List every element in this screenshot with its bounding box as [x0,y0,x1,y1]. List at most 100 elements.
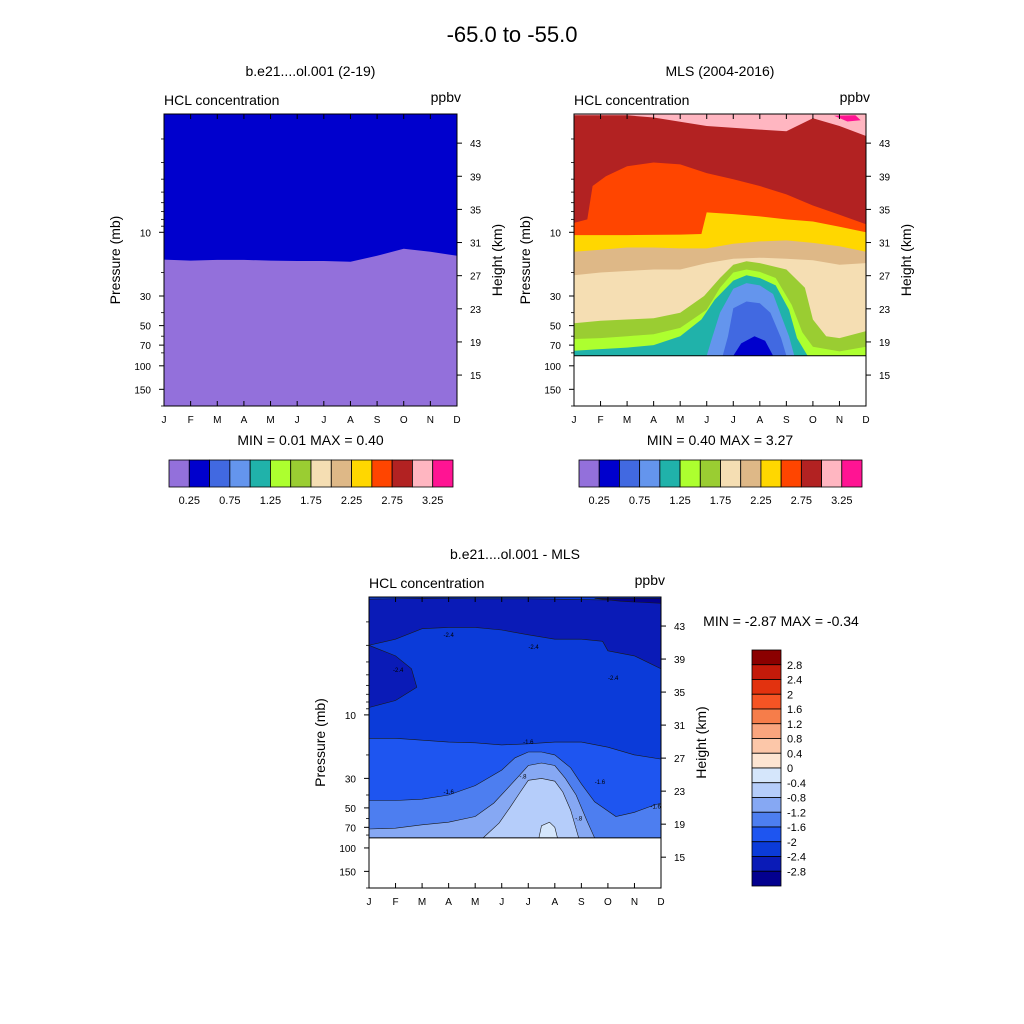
colorbar-label: 1.75 [300,495,321,507]
y2-tick-label: 39 [879,172,891,183]
y2-axis-title: Height (km) [898,224,914,296]
contour-label: -.8 [519,774,527,780]
colorbar-box [751,708,782,725]
y2-tick-label: 19 [470,338,482,349]
colorbar-label: 2.8 [787,660,802,672]
x-tick-label: D [657,897,664,908]
colorbar-box [412,459,434,488]
colorbar-box [330,459,352,488]
colorbar-label: -2.8 [787,866,806,878]
y2-tick-label: 31 [879,239,891,250]
colorbar-label: -2.4 [787,852,806,864]
colorbar-box [619,459,641,488]
x-tick-label: J [731,415,736,426]
colorbar-box [310,459,332,488]
panel-title: MLS (2004-2016) [666,63,775,79]
contour-label: -2.4 [443,633,454,639]
colorbar-label: 0.75 [629,495,650,507]
max-value: -0.34 [823,613,859,629]
max-value: 3.27 [762,432,793,448]
colorbar-box [679,459,701,488]
colorbar-box [751,797,782,813]
colorbar-label: -1.6 [787,822,806,834]
units-label: ppbv [840,89,870,105]
figure-title: -65.0 to -55.0 [447,22,578,47]
colorbar-box [751,738,782,754]
colorbar-label: 3.25 [831,495,852,507]
x-tick-label: S [578,897,585,908]
colorbar-label: 0.8 [787,734,802,746]
x-tick-label: J [367,897,372,908]
y2-tick-label: 23 [470,305,482,316]
y-tick-label: 70 [345,823,357,834]
x-tick-label: O [604,897,612,908]
y-tick-label: 100 [134,362,151,373]
y-tick-label: 150 [339,867,356,878]
colorbar-box [751,826,782,843]
y2-tick-label: 43 [470,139,482,150]
colorbar-label: 0.4 [787,748,802,760]
y2-tick-label: 35 [674,688,686,699]
min-max-stats: MIN = 0.01 MAX = 0.40 [237,432,384,448]
colorbar-label: 2.25 [341,495,362,507]
x-tick-label: J [499,897,504,908]
x-tick-label: S [783,415,790,426]
y2-tick-label: 19 [674,820,686,831]
colorbar-label: 0.75 [219,495,240,507]
colorbar-box [290,459,312,488]
y2-tick-label: 19 [879,338,891,349]
colorbar-label: -1.2 [787,807,806,819]
y-tick-label: 10 [140,228,152,239]
y-tick-label: 50 [345,804,357,815]
colorbar-label: 0.25 [589,495,610,507]
colorbar-box [432,459,454,488]
contour-label: -1.6 [523,740,534,746]
fill-region-11 [733,336,774,356]
y2-tick-label: 39 [674,655,686,666]
colorbar-label: 3.25 [422,495,443,507]
colorbar-box [740,459,762,488]
colorbar-box [188,459,210,488]
min-max-stats: MIN = 0.40 MAX = 3.27 [647,432,794,448]
x-tick-label: D [453,415,460,426]
colorbar-difference: 2.8 2.4 2 1.6 1.2 0.8 0.4 0 -0.4 -0.8 -1.2 -1.6 -2 -2… [751,649,806,887]
fill-region-0-25 [164,248,457,406]
colorbar-box [209,459,231,488]
colorbar-box [270,459,292,488]
x-tick-label: J [526,897,531,908]
colorbar-label: 0.25 [179,495,200,507]
x-tick-label: J [162,415,167,426]
contour-label: -1.6 [443,790,454,796]
y-tick-label: 100 [544,362,561,373]
y-tick-label: 150 [544,385,561,396]
colorbar-label: 2.75 [791,495,812,507]
colorbar-box [780,459,802,488]
panel-title: b.e21....ol.001 (2-19) [246,63,376,79]
left-string: HCL concentration [369,575,484,591]
colorbar-box [639,459,661,488]
x-tick-label: O [400,415,408,426]
y-axis-title: Pressure (mb) [107,216,123,305]
plot-frame [573,113,867,407]
colorbar-box [371,459,393,488]
fill-region-minus-2-4 [368,597,662,670]
y-tick-label: 70 [140,341,152,352]
y-tick-label: 30 [550,292,562,303]
x-tick-label: S [374,415,381,426]
contour-label: -2.4 [608,676,619,682]
colorbar-label: -2 [787,837,797,849]
max-label: MAX = [777,613,823,629]
y-tick-label: 50 [550,322,562,333]
plot-frame [163,113,458,407]
x-tick-label: J [321,415,326,426]
y2-tick-label: 31 [470,239,482,250]
y2-axis-title: Height (km) [693,706,709,778]
panel-title: b.e21....ol.001 - MLS [450,546,580,562]
colorbar-box [720,459,742,488]
min-label: MIN = [703,613,741,629]
min-value: -2.87 [741,613,777,629]
colorbar-label: 1.2 [787,719,802,731]
colorbar-box [351,459,373,488]
colorbar-box [229,459,251,488]
colorbar-box [821,459,843,488]
